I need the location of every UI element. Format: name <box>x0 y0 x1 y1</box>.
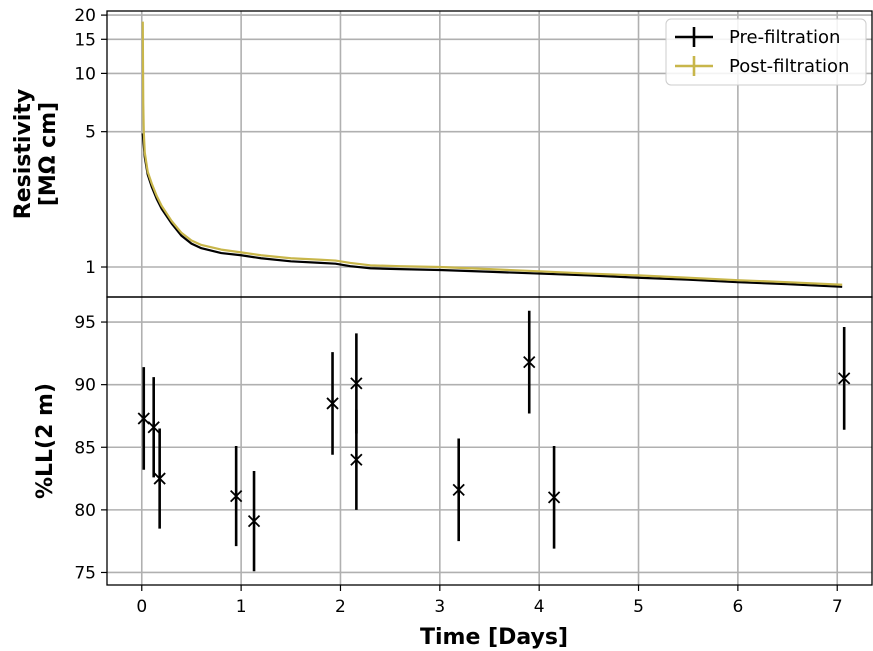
ll-point <box>326 352 339 455</box>
xtick-label: 1 <box>236 597 247 617</box>
ll-marker <box>153 472 166 485</box>
ll-marker <box>838 372 851 385</box>
bot-ytick-label: 95 <box>74 313 96 333</box>
resistivity-ylabel-line2: [MΩ cm] <box>36 102 61 206</box>
bot-ytick-label: 75 <box>74 563 96 583</box>
series-line-post-filtration <box>141 21 843 286</box>
ll-point <box>153 428 166 529</box>
bot-ytick-label: 80 <box>74 501 96 521</box>
resistivity-series <box>141 21 843 288</box>
legend-label: Pre-filtration <box>729 27 840 48</box>
ll-marker <box>137 412 150 425</box>
ll-point <box>547 446 561 549</box>
ll-ylabel: %LL(2 m) <box>33 383 58 499</box>
ll-point <box>838 327 851 430</box>
ll-marker <box>247 515 261 528</box>
legend-box <box>665 18 867 86</box>
ll-point <box>452 438 465 542</box>
ll-marker <box>326 397 339 410</box>
legend-entry: Pre-filtration <box>675 27 840 48</box>
xtick-label: 2 <box>335 597 346 617</box>
ll-marker <box>523 355 536 369</box>
top-ytick-label: 1 <box>85 258 96 278</box>
legend-entry: Post-filtration <box>675 56 849 77</box>
ll-point <box>230 446 243 547</box>
xtick-label: 7 <box>832 597 843 617</box>
bot-ytick-label: 90 <box>74 376 96 396</box>
bot-ytick-label: 85 <box>74 438 96 458</box>
series-line-pre-filtration <box>141 133 843 288</box>
ll-y-ticks: 75 80 85 90 95 <box>74 313 107 583</box>
ll-point <box>350 409 363 510</box>
resistivity-grid <box>107 11 872 297</box>
xtick-label: 5 <box>633 597 644 617</box>
ll-marker <box>230 489 243 503</box>
ll-marker <box>452 483 465 496</box>
ll-point <box>523 310 536 414</box>
time-xlabel: Time [Days] <box>420 625 568 650</box>
ll-grid <box>107 297 872 585</box>
ll-marker <box>350 377 363 390</box>
ll-marker <box>147 421 160 434</box>
top-ytick-label: 15 <box>74 30 96 50</box>
top-ytick-label: 5 <box>85 123 96 143</box>
top-ytick-label: 10 <box>74 64 96 84</box>
xtick-label: 3 <box>434 597 445 617</box>
xtick-label: 4 <box>534 597 545 617</box>
ll-points <box>137 310 851 572</box>
ll-marker <box>350 453 363 466</box>
top-ytick-label: 20 <box>74 6 96 26</box>
time-x-ticks: 0 1 2 3 4 5 6 7 <box>136 585 843 617</box>
legend-label: Post-filtration <box>729 56 849 77</box>
ll-point <box>137 367 150 470</box>
resistivity-ylabel-line1: Resistivity <box>11 89 36 219</box>
ll-axes-frame <box>106 296 873 586</box>
xtick-label: 0 <box>136 597 147 617</box>
xtick-label: 6 <box>732 597 743 617</box>
ll-point <box>147 377 160 478</box>
legend: Pre-filtration Post-filtration <box>665 18 867 86</box>
ll-marker <box>547 491 561 504</box>
ll-point <box>247 471 261 572</box>
